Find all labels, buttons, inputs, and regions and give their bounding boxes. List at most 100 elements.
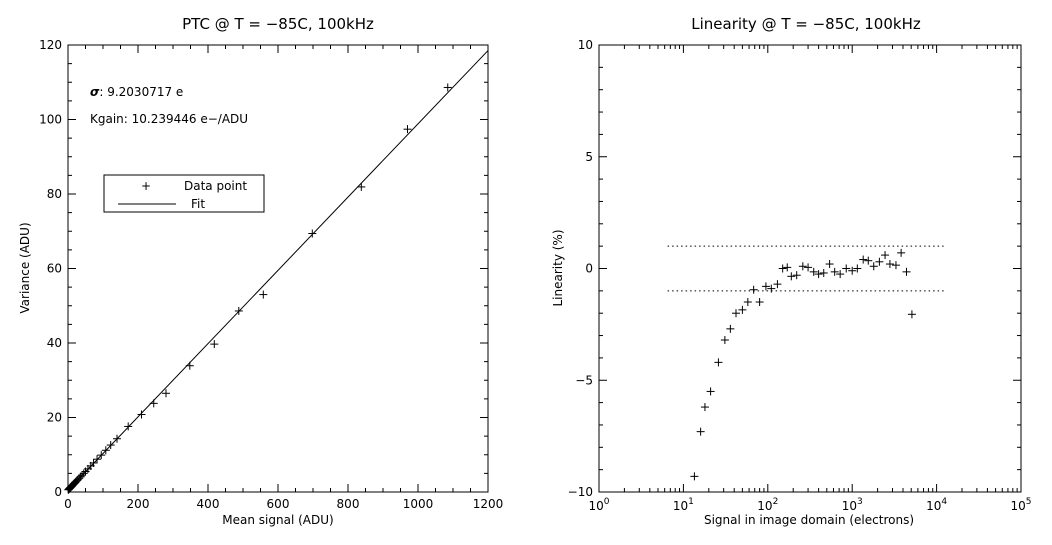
lin-y-tick-label: 10 <box>578 38 593 52</box>
lin-data-point <box>907 310 916 319</box>
legend-fit-label: Fit <box>191 197 205 211</box>
lin-data-point <box>787 272 796 281</box>
linearity-x-axis-label: Signal in image domain (electrons) <box>704 513 914 527</box>
ptc-x-tick-label: 800 <box>337 497 360 511</box>
lin-data-point <box>881 251 890 260</box>
lin-data-point <box>749 285 758 294</box>
ptc-data-point <box>234 306 243 315</box>
lin-data-point <box>706 387 715 396</box>
lin-data-point <box>773 280 782 289</box>
ptc-y-tick-label: 120 <box>39 38 62 52</box>
ptc-data-point <box>308 229 317 238</box>
lin-data-point <box>767 284 776 293</box>
ptc-y-tick-label: 0 <box>54 485 62 499</box>
lin-data-point <box>700 403 709 412</box>
linearity-title: Linearity @ T = −85C, 100kHz <box>691 15 921 33</box>
ptc-data-point <box>162 389 170 398</box>
linearity-y-axis-label: Linearity (%) <box>551 229 565 306</box>
lin-data-point <box>798 262 807 271</box>
ptc-x-tick-label: 600 <box>267 497 290 511</box>
ptc-x-tick-label: 200 <box>127 497 150 511</box>
lin-data-point <box>814 270 823 279</box>
ptc-data-point <box>93 455 102 464</box>
ptc-data-point <box>89 458 98 467</box>
lin-data-point <box>869 262 878 271</box>
lin-y-tick-label: 0 <box>585 262 593 276</box>
sigma-value: : 9.2030717 e <box>99 85 183 99</box>
lin-data-point <box>830 267 839 276</box>
ptc-x-tick-label: 400 <box>197 497 220 511</box>
lin-data-point <box>819 268 828 277</box>
lin-data-point <box>875 257 884 266</box>
ptc-data-point <box>259 290 268 299</box>
ptc-fit-layer <box>67 50 489 491</box>
lin-y-tick-label: 5 <box>585 150 593 164</box>
ptc-data-points <box>64 83 452 494</box>
ptc-x-tick-label: 1000 <box>403 497 434 511</box>
lin-data-point <box>825 260 834 269</box>
lin-data-point <box>902 267 911 276</box>
sigma-annotation: σ: 9.2030717 e <box>90 85 183 99</box>
lin-data-point <box>743 298 752 307</box>
lin-y-tick-label: −10 <box>568 485 593 499</box>
lin-x-tick-label: 101 <box>673 497 694 513</box>
ptc-y-axis-label: Variance (ADU) <box>18 222 32 313</box>
lin-data-point <box>696 427 705 436</box>
ptc-data-point <box>106 441 115 450</box>
linearity-plot-frame <box>598 44 1022 493</box>
lin-data-point <box>836 270 845 279</box>
lin-y-tick-label: −5 <box>575 373 593 387</box>
lin-data-point <box>792 271 801 280</box>
lin-data-point <box>714 358 723 367</box>
lin-data-point <box>897 248 906 257</box>
ptc-data-point <box>443 83 452 92</box>
ptc-data-point <box>97 451 106 460</box>
ptc-y-tick-label: 80 <box>47 187 62 201</box>
lin-data-point <box>885 260 894 269</box>
lin-data-point <box>726 324 735 333</box>
lin-data-point <box>783 263 792 272</box>
ptc-data-point <box>137 410 146 419</box>
linearity-reference-lines <box>667 245 947 292</box>
ptc-y-tick-label: 20 <box>47 411 62 425</box>
ptc-axis-ticks: 0 200 400 600 800 1000 1200 0 20 40 60 80 100 120 <box>39 38 503 511</box>
ptc-data-point <box>149 399 158 408</box>
lin-data-point <box>891 261 900 270</box>
ptc-data-point <box>101 446 110 455</box>
linearity-data-points <box>690 248 916 481</box>
ptc-x-tick-label: 1200 <box>473 497 504 511</box>
lin-data-point <box>755 298 764 307</box>
ptc-data-point <box>185 361 194 370</box>
lin-data-point <box>859 255 868 264</box>
lin-x-tick-label: 102 <box>757 497 778 513</box>
ptc-data-point <box>79 469 88 478</box>
ptc-data-point <box>124 422 133 431</box>
ptc-title: PTC @ T = −85C, 100kHz <box>182 15 374 33</box>
lin-data-point <box>738 305 747 314</box>
ptc-data-point <box>403 125 412 134</box>
ptc-panel: PTC @ T = −85C, 100kHz 0 200 400 600 800 1000… <box>18 15 503 527</box>
ptc-y-tick-label: 40 <box>47 336 62 350</box>
lin-data-point <box>720 336 729 345</box>
lin-data-point <box>848 266 857 275</box>
lin-data-point <box>732 309 741 318</box>
legend-box <box>103 174 265 213</box>
legend-marker-symbol: + <box>141 179 151 193</box>
legend-data-point-label: Data point <box>184 179 247 193</box>
ptc-x-tick-label: 0 <box>64 497 72 511</box>
lin-data-point <box>804 263 813 272</box>
kgain-annotation: Kgain: 10.239446 e−/ADU <box>90 112 248 126</box>
lin-data-point <box>809 267 818 276</box>
linearity-panel: Linearity @ T = −85C, 100kHz 100 101 102 10… <box>551 15 1032 527</box>
lin-data-point <box>690 472 699 481</box>
lin-data-point <box>842 264 851 273</box>
lin-data-point <box>778 264 787 273</box>
lin-x-tick-label: 105 <box>1010 497 1031 513</box>
ptc-data-point <box>78 471 86 480</box>
sigma-symbol: σ <box>90 85 100 99</box>
ptc-data-point <box>113 434 121 443</box>
lin-x-tick-label: 104 <box>926 497 947 513</box>
lin-x-tick-label: 100 <box>588 497 609 513</box>
ptc-data-point <box>357 182 366 191</box>
